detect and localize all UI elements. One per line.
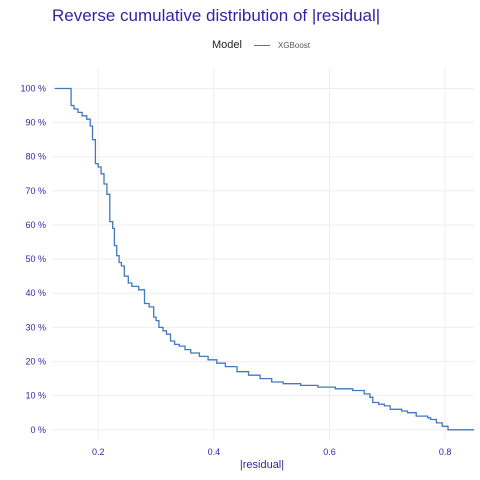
y-tick-label: 20 % bbox=[25, 357, 46, 367]
x-tick-label: 0.4 bbox=[208, 447, 221, 457]
y-tick-label: 70 % bbox=[25, 186, 46, 196]
series-lines bbox=[54, 87, 474, 431]
y-tick-label: 60 % bbox=[25, 220, 46, 230]
y-tick-label: 100 % bbox=[20, 83, 46, 93]
y-tick-label: 30 % bbox=[25, 322, 46, 332]
x-tick-label: 0.2 bbox=[92, 447, 105, 457]
x-tick-label: 0.8 bbox=[439, 447, 452, 457]
chart-title: Reverse cumulative distribution of |resi… bbox=[52, 6, 381, 25]
legend-key-xgboost bbox=[253, 44, 270, 46]
grid-lines bbox=[52, 68, 474, 440]
series-line-xgboost bbox=[54, 87, 474, 431]
y-tick-label: 50 % bbox=[25, 254, 46, 264]
y-tick-label: 40 % bbox=[25, 288, 46, 298]
legend-title: Model bbox=[212, 39, 242, 51]
x-tick-label: 0.6 bbox=[323, 447, 336, 457]
y-tick-label: 10 % bbox=[25, 391, 46, 401]
y-tick-label: 0 % bbox=[30, 425, 46, 435]
y-tick-label: 90 % bbox=[25, 118, 46, 128]
x-axis-ticks: 0.2 0.4 0.6 0.8 bbox=[92, 447, 451, 457]
y-axis-ticks: 0 % 10 % 20 % 30 % 40 % 50 % 60 % 70 % 80 % 90 % 1… bbox=[20, 83, 46, 434]
y-tick-label: 80 % bbox=[25, 152, 46, 162]
legend: Model XGBoost bbox=[212, 38, 310, 52]
x-axis-label: |residual| bbox=[240, 459, 284, 471]
legend-label-xgboost: XGBoost bbox=[277, 40, 310, 50]
